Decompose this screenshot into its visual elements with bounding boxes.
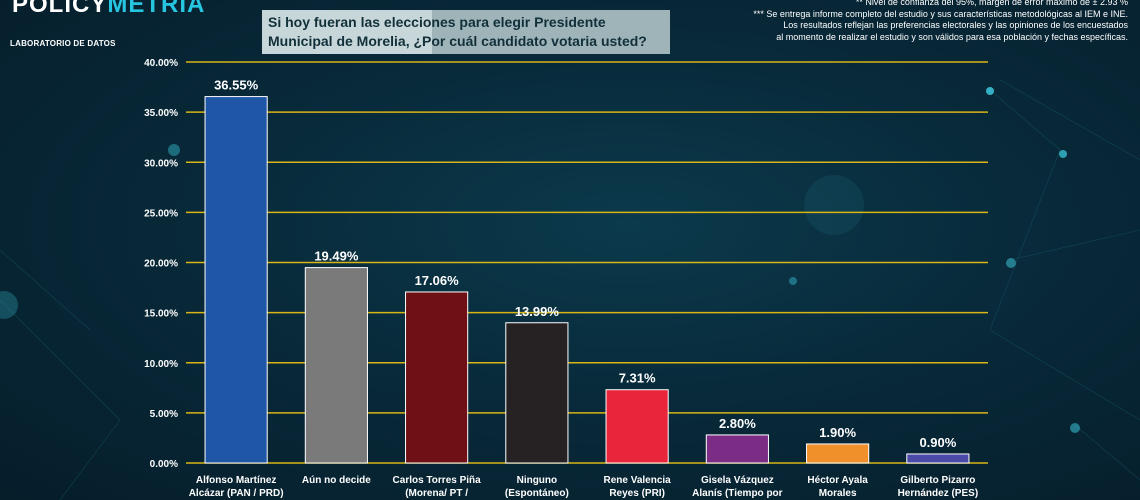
survey-question-box: Si hoy fueran las elecciones para elegir…: [262, 10, 670, 54]
x-category-label: Alcázar (PAN / PRD): [189, 488, 284, 499]
bar: [906, 453, 970, 464]
data-label: 1.90%: [819, 425, 856, 440]
bar: [705, 434, 769, 464]
x-category-label: Gisela Vázquez: [701, 475, 774, 486]
bar: [605, 389, 669, 464]
y-tick-label: 40.00%: [144, 58, 178, 69]
x-category-label: (Morena/ PT /: [405, 488, 468, 499]
y-tick-label: 10.00%: [144, 359, 178, 370]
y-tick-label: 35.00%: [144, 108, 178, 119]
note-line: ** Nivel de confianza del 95%, margen de…: [855, 0, 1128, 7]
x-category-label: Rene Valencia: [603, 475, 671, 486]
methodology-notes: ** Nivel de confianza del 95%, margen de…: [608, 0, 1128, 43]
y-tick-label: 20.00%: [144, 259, 178, 270]
survey-question: Si hoy fueran las elecciones para elegir…: [268, 14, 647, 49]
data-label: 7.31%: [619, 371, 656, 386]
data-label: 2.80%: [719, 416, 756, 431]
bar: [806, 443, 870, 464]
chart-bars: [204, 96, 970, 464]
y-tick-label: 25.00%: [144, 208, 178, 219]
x-axis: Alfonso Martínez Alcázar (PAN / PRD) Aún n…: [189, 475, 978, 499]
note-line: al momento de realizar el estudio y son …: [776, 31, 1128, 42]
bar: [204, 96, 268, 464]
data-label: 0.90%: [919, 435, 956, 450]
x-category-label: (Espontáneo): [505, 488, 569, 499]
y-tick-label: 15.00%: [144, 309, 178, 320]
x-category-label: Reyes (PRI): [609, 488, 665, 499]
x-category-label: Aún no decide: [302, 475, 371, 486]
y-tick-label: 5.00%: [150, 409, 178, 420]
data-label: 19.49%: [314, 249, 359, 264]
data-label: 36.55%: [214, 78, 259, 93]
bar: [304, 267, 368, 464]
x-category-label: Alfonso Martínez: [196, 475, 277, 486]
logo-subtitle: LABORATORIO DE DATOS: [10, 39, 116, 48]
question-highlight: [262, 10, 432, 54]
x-category-label: Ninguno: [517, 475, 558, 486]
bar: [405, 291, 469, 464]
data-label: 17.06%: [415, 273, 460, 288]
x-category-label: Hernández (PES): [898, 488, 979, 499]
note-line: Los resultados reflejan las preferencias…: [783, 20, 1128, 30]
brand-logo: POLICYMETRIA: [12, 0, 205, 19]
data-label: 13.99%: [515, 304, 560, 319]
data-labels: 36.55% 19.49% 17.06% 13.99% 7.31% 2.80% 1.90% 0…: [214, 78, 957, 450]
y-tick-label: 30.00%: [144, 158, 178, 169]
note-line: *** Se entrega informe completo del estu…: [753, 8, 1128, 19]
logo-text-policy: POLICY: [12, 0, 108, 18]
y-tick-label: 0.00%: [150, 459, 178, 470]
logo-text-metria: METRIA: [107, 0, 206, 18]
x-category-label: Carlos Torres Piña: [393, 475, 482, 486]
x-category-label: Gilberto Pizarro: [900, 475, 975, 486]
bar: [505, 322, 569, 464]
x-category-label: Alanís (Tiempo por: [692, 488, 782, 499]
x-category-label: Héctor Ayala: [807, 475, 868, 486]
x-category-label: Morales: [819, 488, 857, 499]
y-axis: 0.00% 5.00% 10.00% 15.00% 20.00% 25.00% 30.00%…: [144, 58, 178, 470]
